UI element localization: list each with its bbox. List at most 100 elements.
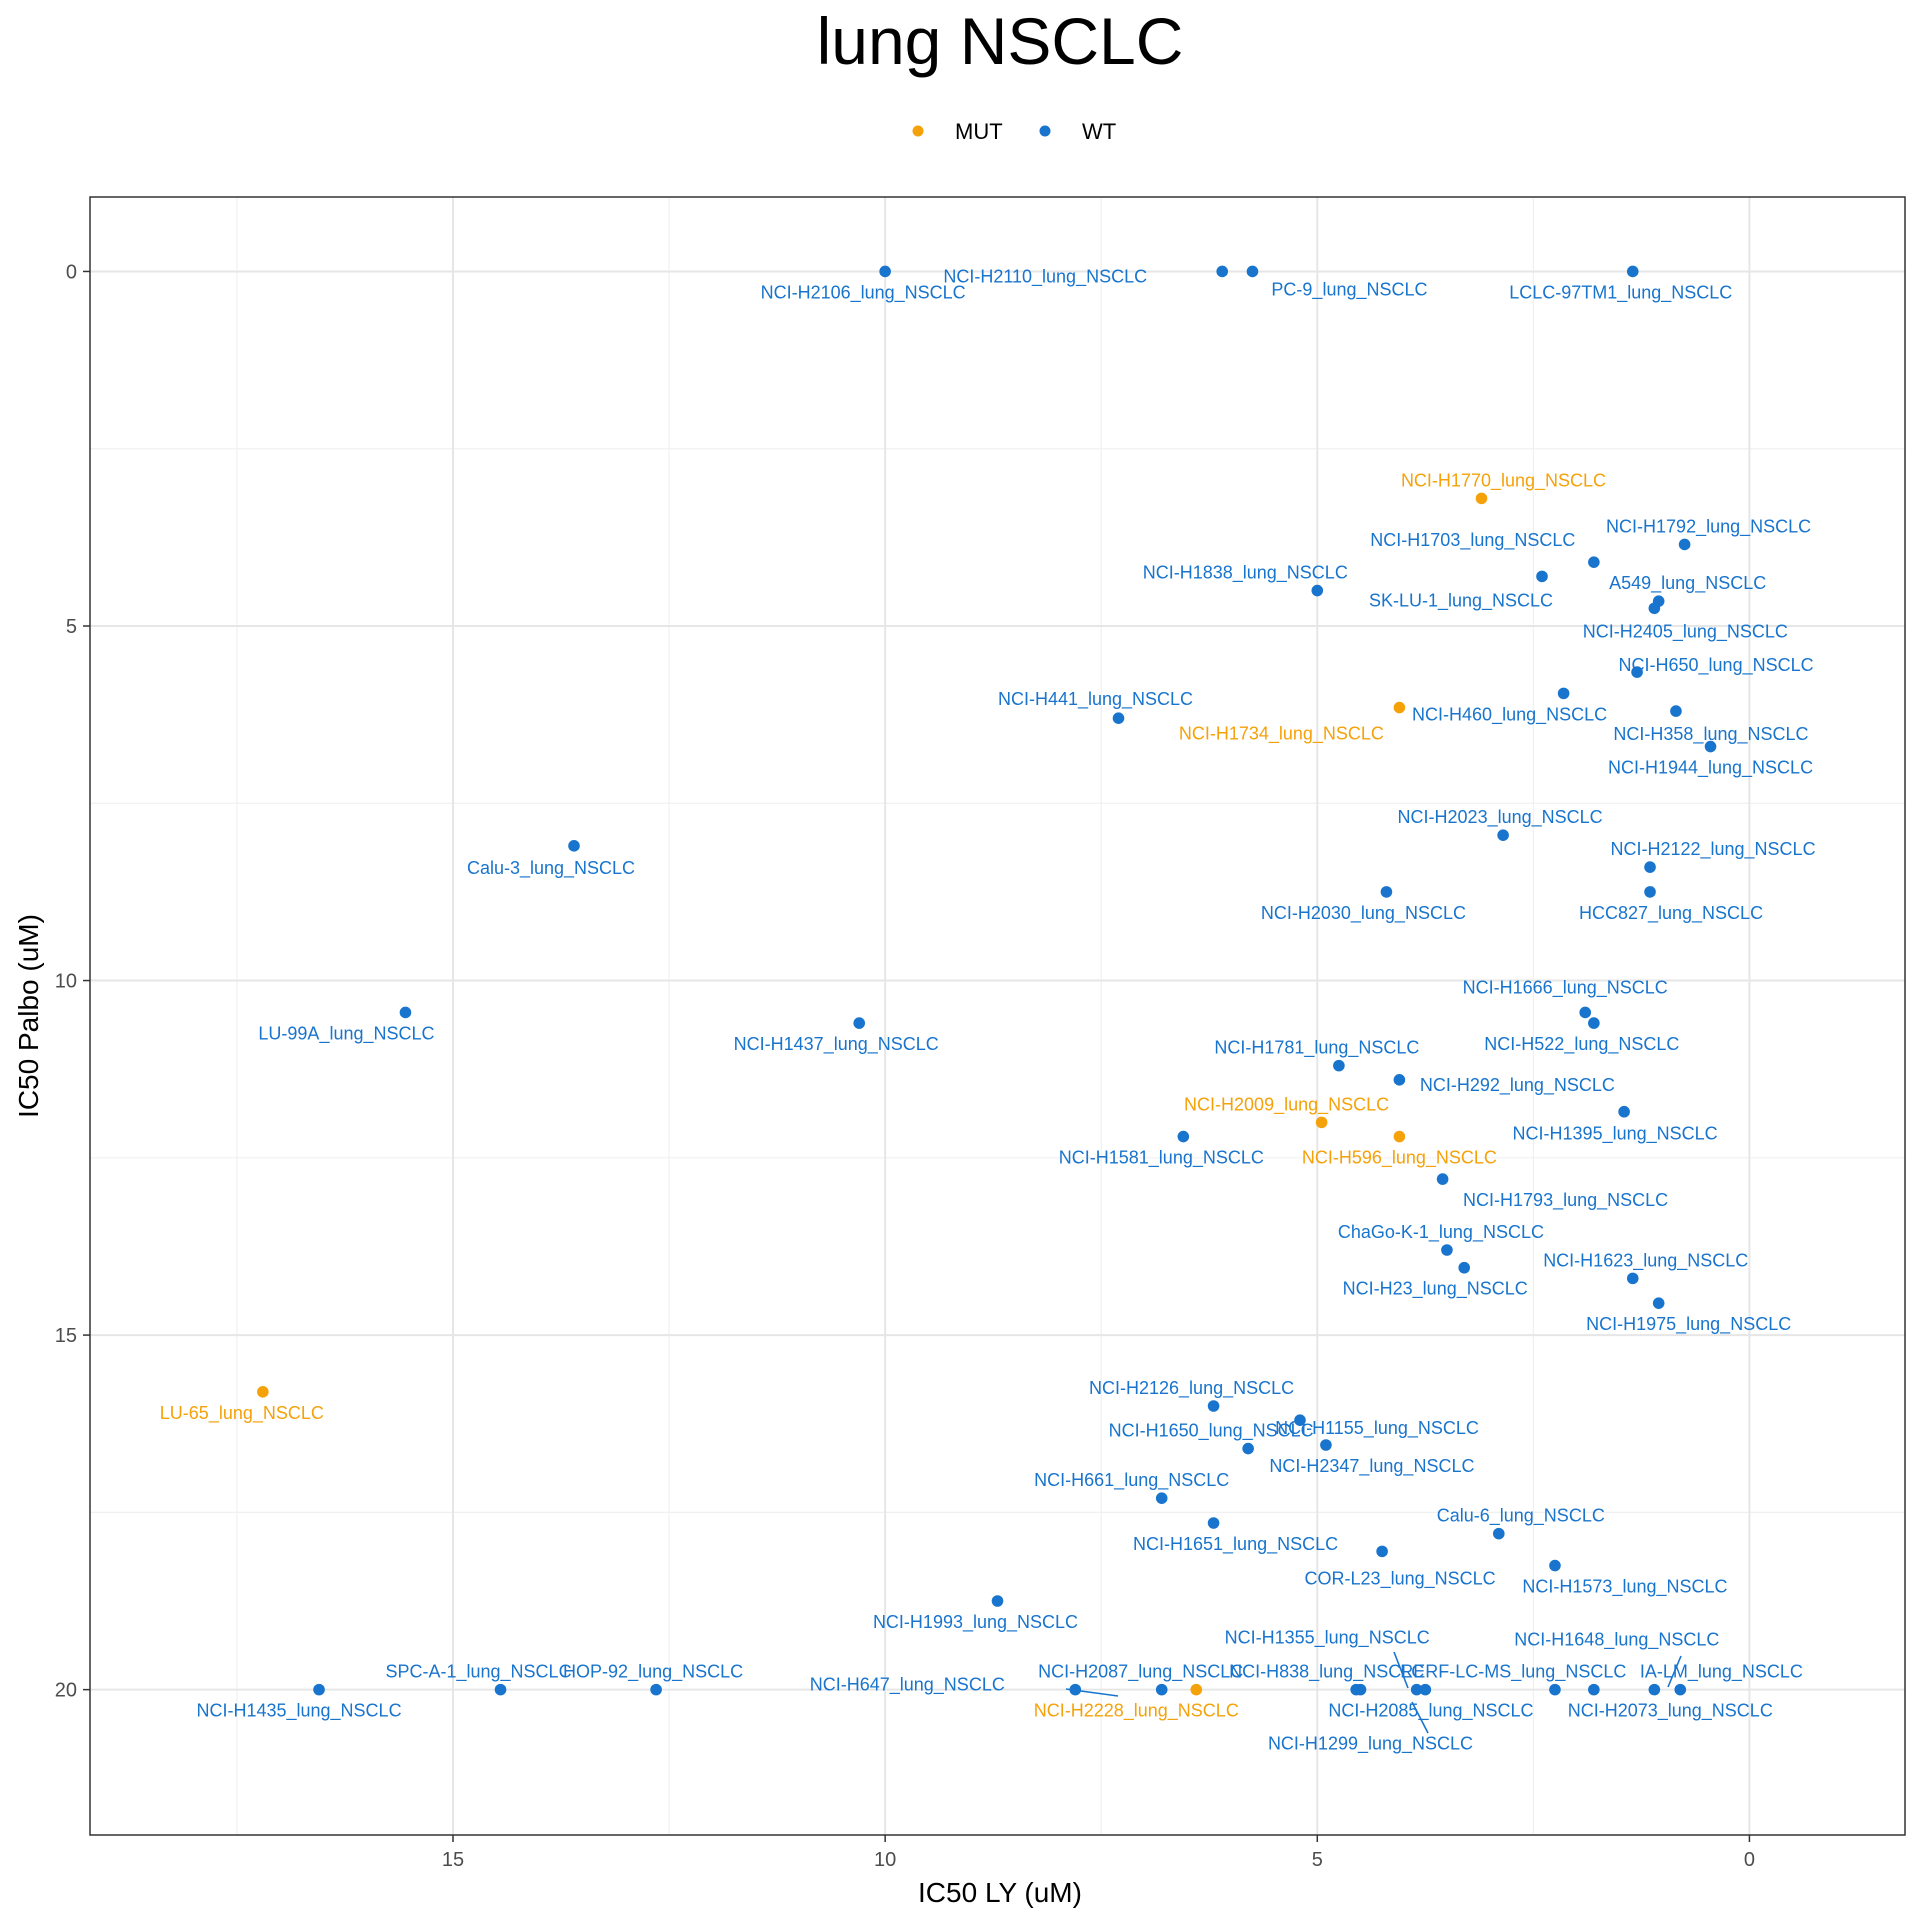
data-point [1557, 687, 1570, 700]
x-tick-label: 0 [1744, 1849, 1755, 1871]
point-label: LCLC-97TM1_lung_NSCLC [1509, 282, 1732, 303]
point-label: NCI-H2073_lung_NSCLC [1568, 1701, 1773, 1722]
point-label: NCI-H2126_lung_NSCLC [1089, 1378, 1294, 1399]
legend-label-mut: MUT [955, 119, 1003, 144]
data-point [1393, 701, 1406, 714]
point-label: NCI-H1581_lung_NSCLC [1059, 1148, 1264, 1169]
data-point [1190, 1683, 1203, 1696]
label-leader-line [1411, 1701, 1429, 1734]
data-point [991, 1595, 1004, 1607]
data-point [1311, 584, 1324, 597]
data-point [1674, 1683, 1687, 1696]
data-point [1492, 1527, 1505, 1540]
x-tick-label: 10 [874, 1849, 896, 1871]
data-point [1320, 1439, 1332, 1451]
data-point [1410, 1683, 1423, 1696]
point-label: NCI-H1395_lung_NSCLC [1513, 1124, 1718, 1145]
point-label: NCI-H23_lung_NSCLC [1343, 1279, 1528, 1300]
point-label: NCI-H2228_lung_NSCLC [1034, 1701, 1239, 1722]
data-point [1177, 1130, 1190, 1143]
point-label: NCI-H2122_lung_NSCLC [1610, 839, 1815, 860]
label-leader-line [1393, 1651, 1409, 1689]
legend-label-wt: WT [1082, 119, 1116, 144]
point-label: IA-LM_lung_NSCLC [1640, 1662, 1803, 1683]
legend-swatch-wt [1039, 125, 1051, 137]
y-tick-label: 10 [55, 971, 77, 993]
data-point [1155, 1492, 1168, 1504]
point-label: NCI-H1435_lung_NSCLC [196, 1701, 401, 1722]
data-points [257, 265, 1717, 1696]
data-point [1644, 886, 1656, 898]
point-label: PC-9_lung_NSCLC [1271, 279, 1427, 300]
data-point [1315, 1116, 1328, 1129]
y-tick-label: 20 [55, 1680, 77, 1702]
data-point [1648, 1683, 1661, 1696]
data-point [1294, 1414, 1306, 1426]
point-label: Calu-3_lung_NSCLC [467, 858, 635, 879]
y-axis-ticks: 0 5 10 15 20 [55, 261, 90, 1702]
point-label: NCI-H1734_lung_NSCLC [1179, 724, 1384, 745]
data-point [1648, 602, 1661, 615]
data-point [1419, 1683, 1432, 1696]
legend-swatch-mut [912, 125, 924, 137]
point-label: NCI-H1573_lung_NSCLC [1522, 1577, 1727, 1598]
point-label: NCI-H1838_lung_NSCLC [1143, 563, 1348, 584]
point-label: NCI-H596_lung_NSCLC [1302, 1148, 1497, 1169]
x-tick-label: 5 [1312, 1849, 1323, 1871]
data-point [1549, 1683, 1561, 1696]
data-point [1536, 570, 1548, 583]
data-point [568, 840, 580, 852]
x-axis-title: IC50 LY (uM) [918, 1877, 1082, 1908]
data-point [1497, 829, 1509, 841]
x-tick-label: 15 [442, 1849, 464, 1871]
data-point [1246, 265, 1259, 278]
point-label: NCI-H2087_lung_NSCLC [1038, 1662, 1243, 1683]
point-label: NCI-H460_lung_NSCLC [1412, 704, 1607, 725]
y-tick-label: 15 [55, 1325, 77, 1347]
point-label: NCI-H1792_lung_NSCLC [1606, 516, 1811, 537]
point-label: ChaGo-K-1_lung_NSCLC [1338, 1222, 1544, 1243]
data-point [1678, 538, 1691, 551]
point-label: NCI-H292_lung_NSCLC [1420, 1075, 1615, 1096]
point-label: NCI-H1793_lung_NSCLC [1463, 1190, 1668, 1211]
data-point [1354, 1683, 1367, 1696]
point-label: NCI-H1155_lung_NSCLC [1275, 1418, 1479, 1439]
data-point [1207, 1400, 1220, 1412]
data-point [1475, 492, 1488, 505]
data-point [1704, 740, 1717, 753]
data-point [650, 1683, 662, 1696]
point-label: NCI-H1770_lung_NSCLC [1401, 470, 1606, 491]
point-label: COR-L23_lung_NSCLC [1305, 1568, 1496, 1589]
data-point [1458, 1261, 1471, 1274]
data-point [494, 1683, 507, 1696]
point-label: NCI-H2085_lung_NSCLC [1328, 1701, 1533, 1722]
point-label: RERF-LC-MS_lung_NSCLC [1400, 1662, 1626, 1683]
point-label: HCC827_lung_NSCLC [1579, 903, 1763, 924]
point-label: NCI-H838_lung_NSCLC [1229, 1662, 1424, 1683]
point-label: NCI-H2009_lung_NSCLC [1184, 1094, 1389, 1115]
point-label: SPC-A-1_lung_NSCLC [385, 1662, 571, 1683]
data-point [1436, 1173, 1449, 1185]
point-label: NCI-H2110_lung_NSCLC [943, 266, 1147, 287]
point-label: NCI-H1623_lung_NSCLC [1543, 1250, 1748, 1271]
y-tick-label: 0 [66, 261, 77, 283]
point-label: NCI-H1651_lung_NSCLC [1133, 1534, 1338, 1555]
point-label: NCI-H1993_lung_NSCLC [873, 1612, 1078, 1633]
data-point [1380, 886, 1393, 898]
data-point [1393, 1130, 1406, 1143]
point-label: NCI-H1703_lung_NSCLC [1370, 530, 1575, 551]
legend: MUT WT [912, 119, 1116, 144]
data-point [1626, 265, 1639, 278]
point-label: NCI-H1355_lung_NSCLC [1225, 1628, 1430, 1649]
data-point [1626, 1272, 1639, 1285]
point-label: NCI-H522_lung_NSCLC [1484, 1034, 1679, 1055]
point-label: NCI-H2030_lung_NSCLC [1261, 903, 1466, 924]
data-point [1670, 705, 1682, 717]
data-point [1069, 1683, 1082, 1696]
data-point [1588, 1683, 1600, 1696]
data-point [1549, 1559, 1561, 1572]
plot-panel-border [89, 196, 1906, 1836]
point-label: NCI-H661_lung_NSCLC [1034, 1470, 1229, 1491]
data-point [1588, 556, 1600, 568]
point-label: HOP-92_lung_NSCLC [563, 1662, 743, 1683]
